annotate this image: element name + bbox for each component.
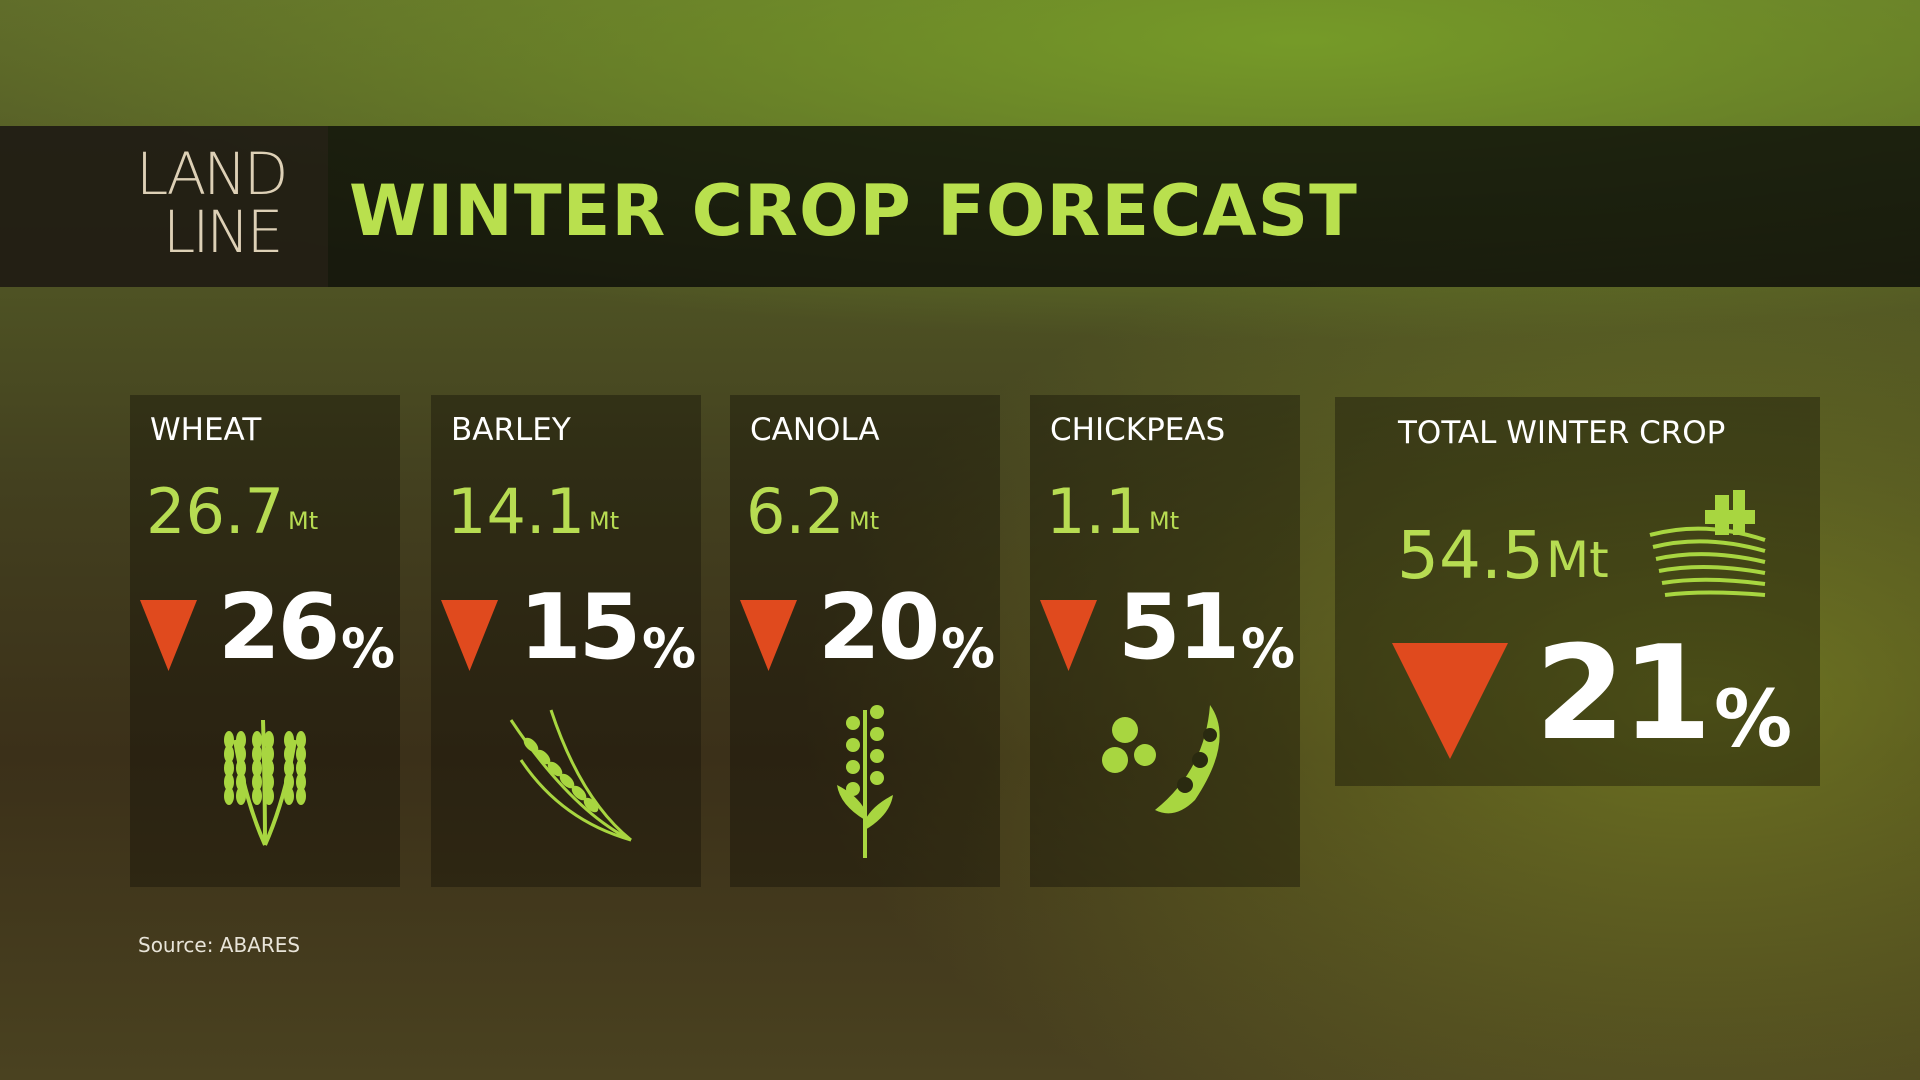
change-unit: % xyxy=(1714,675,1793,765)
change: 21 xyxy=(1535,617,1712,769)
amount: 6.2 xyxy=(746,475,845,548)
logo: LAND LINE xyxy=(0,126,328,287)
field-icon xyxy=(1645,485,1770,609)
crop-card: CHICKPEAS 1.1 Mt 51% xyxy=(1030,395,1300,887)
crop-icon xyxy=(1030,700,1300,824)
trend-icon xyxy=(1392,643,1508,763)
logo-line: LINE xyxy=(163,198,283,266)
title: WINTER CROP FORECAST xyxy=(349,170,1358,252)
down-arrow xyxy=(140,600,197,671)
change: 15 xyxy=(519,575,641,680)
down-arrow xyxy=(740,600,797,671)
amount: 14.1 xyxy=(447,475,586,548)
change-unit: % xyxy=(642,617,697,680)
trend-icon xyxy=(441,600,498,675)
trend-icon xyxy=(1040,600,1097,675)
crop-name: CANOLA xyxy=(750,412,880,448)
down-arrow xyxy=(1040,600,1097,671)
change: 26 xyxy=(218,575,340,680)
crop-card: CANOLA 6.2 Mt 20% xyxy=(730,395,1000,887)
down-arrow xyxy=(441,600,498,671)
change-unit: % xyxy=(1241,617,1296,680)
source: Source: ABARES xyxy=(138,933,301,957)
logo-line: LAND xyxy=(136,140,288,208)
crop-card: BARLEY 14.1 Mt 15% xyxy=(431,395,701,887)
trend-icon xyxy=(140,600,197,675)
amount-unit: Mt xyxy=(288,507,319,535)
amount-unit: Mt xyxy=(1149,507,1180,535)
crop-name: BARLEY xyxy=(451,412,571,448)
trend-icon xyxy=(740,600,797,675)
crop-icon xyxy=(730,700,1000,864)
total-name: TOTAL WINTER CROP xyxy=(1398,415,1726,451)
amount-unit: Mt xyxy=(1546,531,1609,589)
amount: 54.5 xyxy=(1397,517,1544,594)
amount: 1.1 xyxy=(1046,475,1145,548)
crop-name: CHICKPEAS xyxy=(1050,412,1226,448)
amount-unit: Mt xyxy=(849,507,880,535)
crop-card: WHEAT 26.7 Mt 26% xyxy=(130,395,400,887)
total-card: TOTAL WINTER CROP 54.5 Mt 21% xyxy=(1335,397,1820,786)
down-arrow xyxy=(1392,643,1508,759)
crop-name: WHEAT xyxy=(150,412,262,448)
change-unit: % xyxy=(341,617,396,680)
crop-icon xyxy=(130,700,400,854)
change-unit: % xyxy=(941,617,996,680)
change: 20 xyxy=(818,575,940,680)
crop-icon xyxy=(431,700,701,854)
amount-unit: Mt xyxy=(589,507,620,535)
amount: 26.7 xyxy=(146,475,285,548)
change: 51 xyxy=(1118,575,1240,680)
